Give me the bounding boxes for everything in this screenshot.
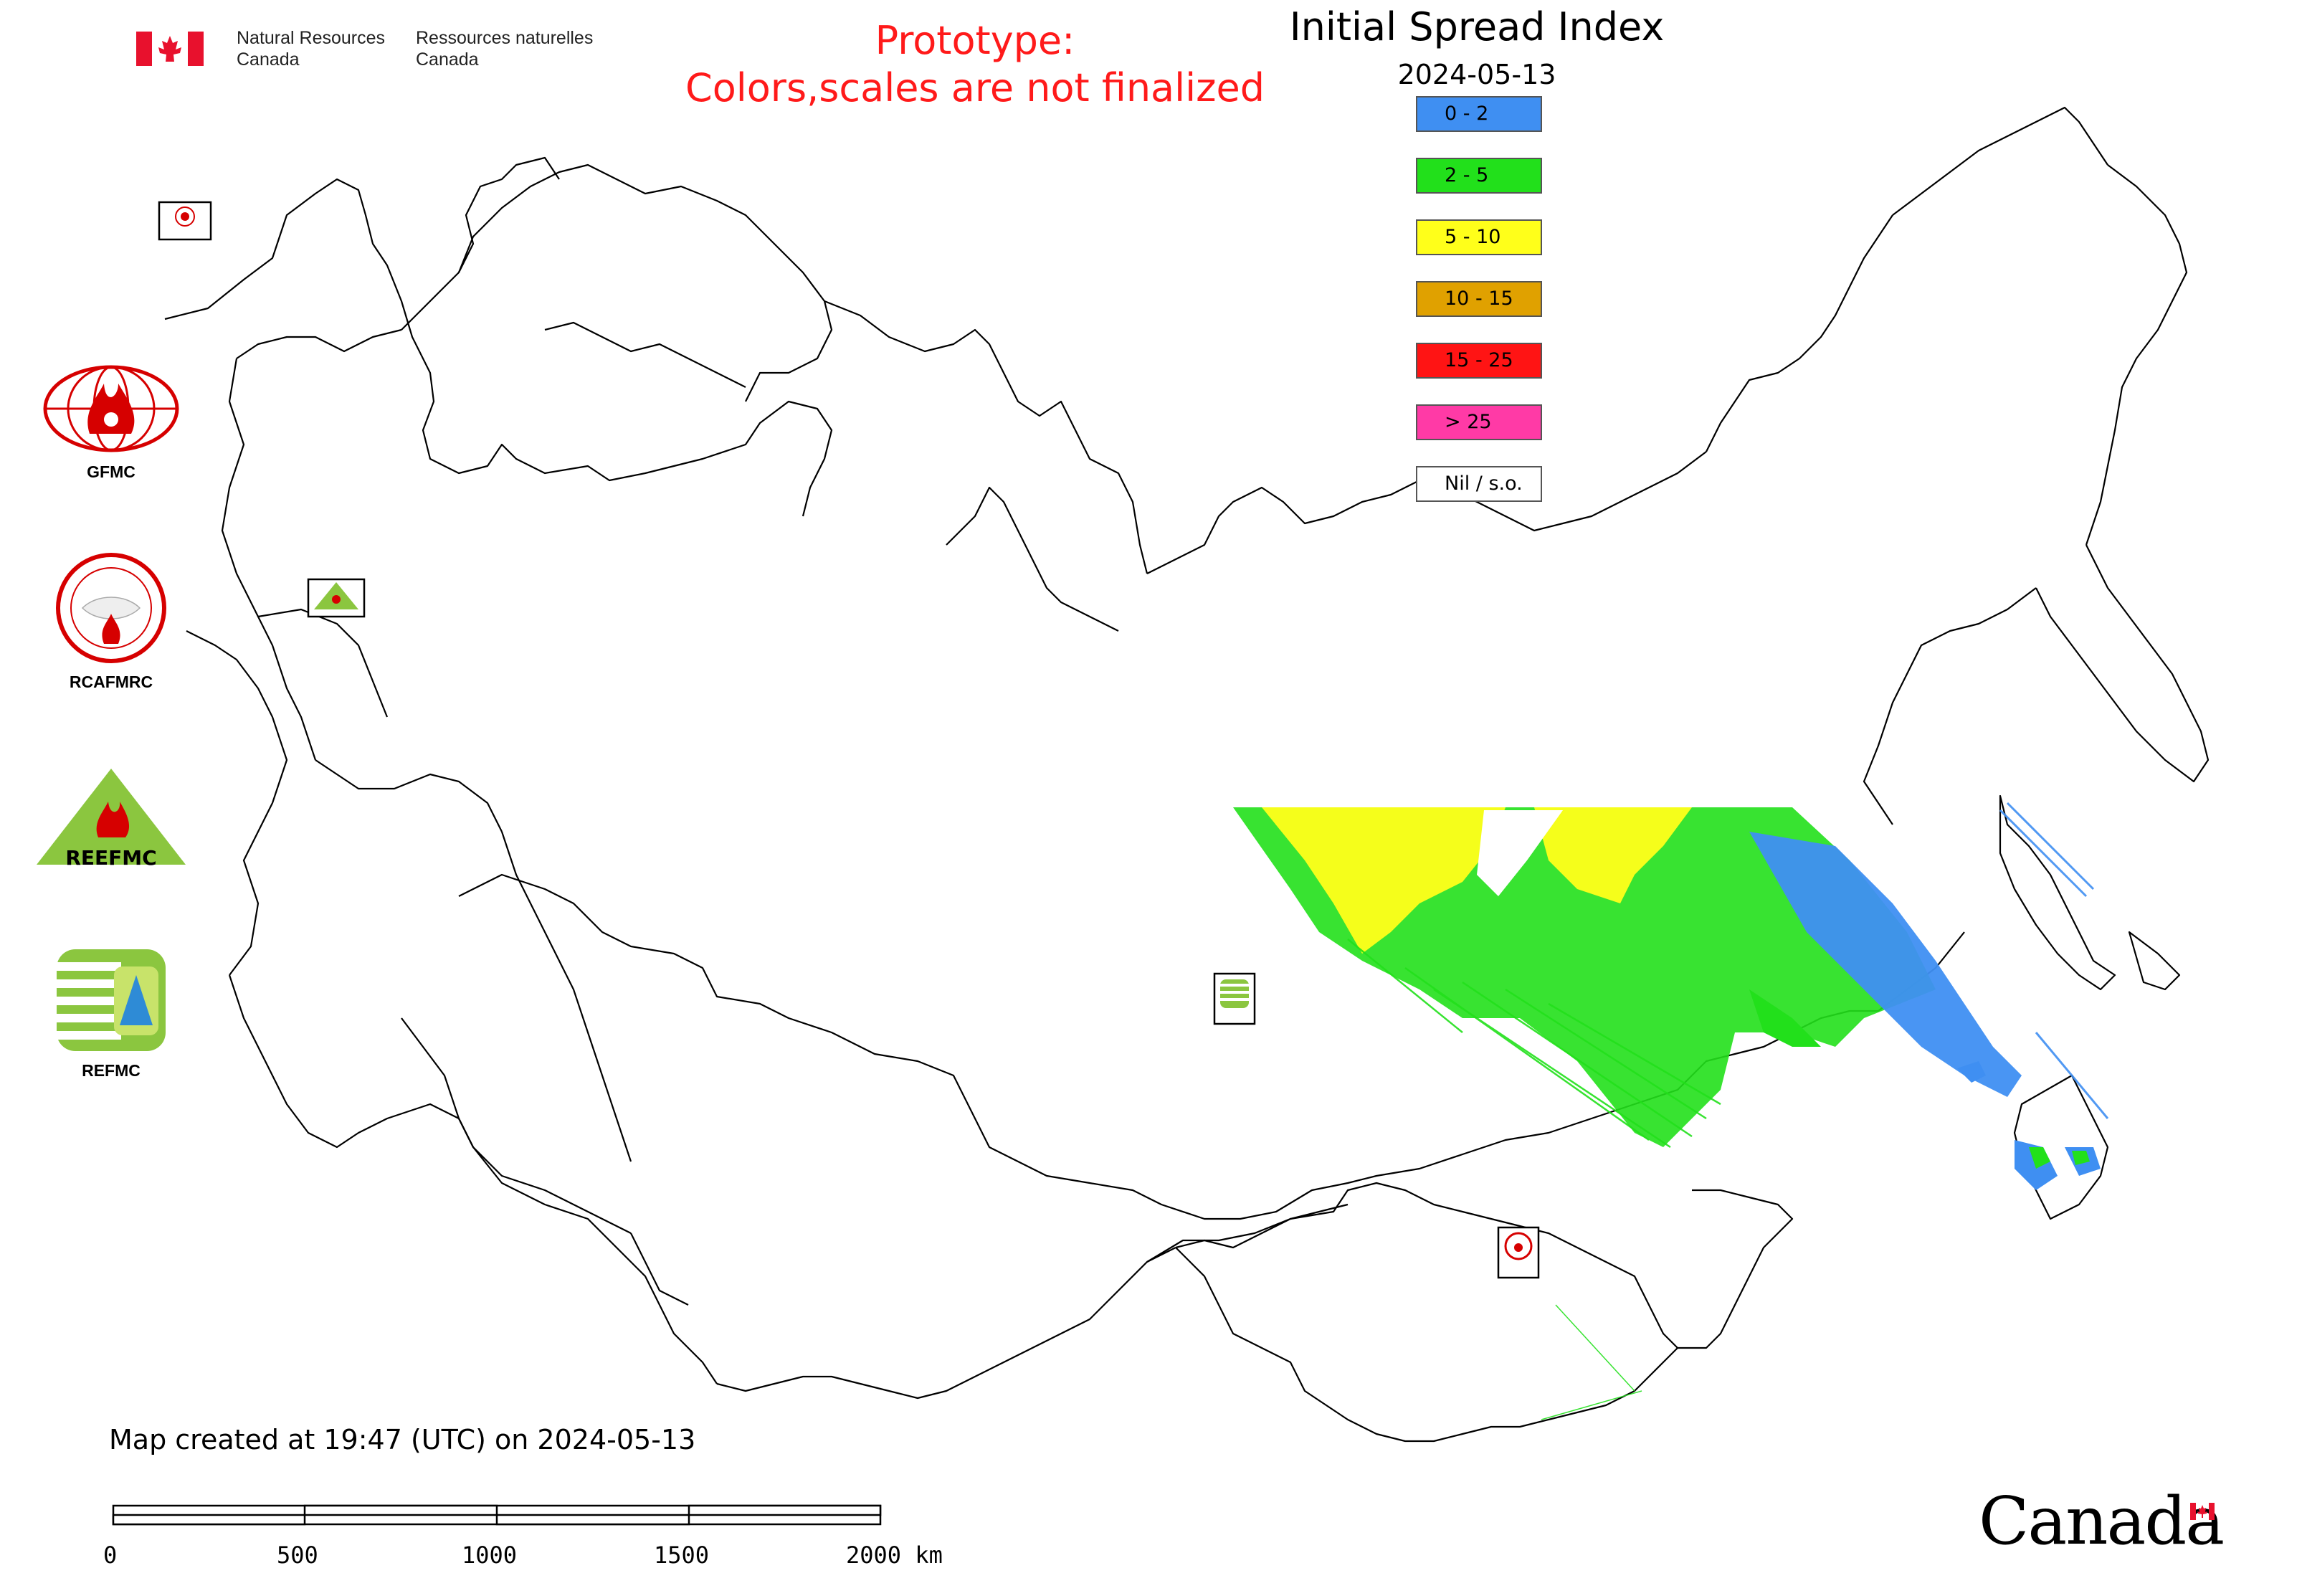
legend-item-nil: Nil / s.o. [1416,466,1542,502]
legend-item-5-10: 5 - 10 [1416,219,1542,255]
legend: 0 - 2 2 - 5 5 - 10 10 - 15 15 - 25 > 25 … [1416,96,1545,528]
refmc-label: REFMC [82,1061,141,1080]
rcafmrc-logo-icon [56,553,166,663]
scale-label-500: 500 [277,1542,318,1569]
scale-label-0: 0 [103,1542,118,1569]
map-marker-rcafmrc[interactable] [1497,1226,1540,1279]
legend-item-10-15: 10 - 15 [1416,281,1542,317]
prototype-notice: Prototype: Colors,scales are not finaliz… [660,17,1290,112]
scale-label-2000: 2000 km [846,1542,943,1569]
rcafmrc-logo-block[interactable]: RCAFMRC [29,551,194,692]
canada-wordmark: Canada [1979,1483,2225,1559]
prototype-line-1: Prototype: [875,18,1075,63]
gfmc-logo-icon [43,365,179,452]
map-marker-reefmc[interactable] [307,578,366,618]
legend-item-2-5: 2 - 5 [1416,158,1542,194]
gfmc-logo-block[interactable]: GFMC [29,362,194,482]
legend-item-0-2: 0 - 2 [1416,96,1542,132]
scale-label-1000: 1000 [462,1542,518,1569]
canada-flag-icon [136,32,204,66]
reefmc-logo-text: REEFMC [65,846,156,870]
reefmc-logo-icon: REEFMC [37,769,186,870]
gfmc-label: GFMC [87,462,135,481]
reefmc-logo-block[interactable]: REEFMC [29,766,194,876]
nrcan-english: Natural Resources Canada [237,28,386,70]
refmc-logo-icon [57,949,166,1051]
scale-label-1500: 1500 [654,1542,710,1569]
nrcan-french: Ressources naturelles Canada [416,28,594,70]
rcafmrc-label: RCAFMRC [69,673,153,691]
wordmark-flag-icon [2190,1503,2215,1520]
legend-item-15-25: 15 - 25 [1416,343,1542,379]
map-created-timestamp: Map created at 19:47 (UTC) on 2024-05-13 [109,1424,696,1455]
map-title: Initial Spread Index [1289,4,1665,49]
prototype-line-2: Colors,scales are not finalized [685,65,1265,110]
refmc-logo-block[interactable]: REFMC [29,946,194,1080]
isi-forecast-swath [1233,802,2109,1420]
country-outlines [164,106,2210,1443]
map-marker-refmc[interactable] [1213,972,1256,1025]
nrcan-signature: Natural Resources Canada Ressources natu… [136,27,609,77]
scale-bar-graphic [112,1504,882,1526]
map-marker-gfmc[interactable] [158,201,212,241]
map-date: 2024-05-13 [1397,59,1556,90]
legend-item-over-25: > 25 [1416,404,1542,440]
scale-bar: 0 500 1000 1500 2000 km [103,1504,968,1583]
